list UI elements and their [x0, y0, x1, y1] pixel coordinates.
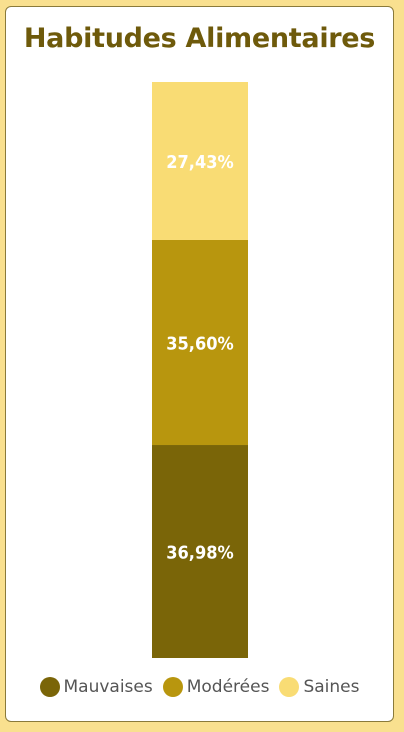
- legend-swatch-moderees: [162, 677, 183, 697]
- bar-segment-mauvaises[interactable]: [152, 445, 248, 658]
- bar-segment-moderees[interactable]: [152, 239, 248, 446]
- legend-item-moderees[interactable]: Modérées: [162, 677, 270, 697]
- stacked-bar-chart: 36,98% 35,60% 27,43%: [152, 82, 248, 658]
- legend-label-moderees: Modérées: [186, 677, 270, 697]
- bar-segment-saines[interactable]: [152, 82, 248, 240]
- legend-label-mauvaises: Mauvaises: [63, 677, 153, 697]
- legend-item-mauvaises[interactable]: Mauvaises: [39, 677, 153, 697]
- data-label-moderees: 35,60%: [166, 333, 233, 354]
- chart-title: Habitudes Alimentaires: [23, 23, 376, 54]
- chart-card: Habitudes Alimentaires 36,98% 35,60% 27,43…: [5, 6, 394, 722]
- legend-swatch-saines: [279, 677, 300, 697]
- legend-swatch-mauvaises: [39, 677, 60, 697]
- legend-label-saines: Saines: [303, 677, 360, 697]
- data-label-saines: 27,43%: [166, 152, 233, 173]
- data-label-mauvaises: 36,98%: [166, 543, 233, 564]
- chart-legend: Mauvaises Modérées Saines: [6, 677, 393, 697]
- legend-item-saines[interactable]: Saines: [279, 677, 359, 697]
